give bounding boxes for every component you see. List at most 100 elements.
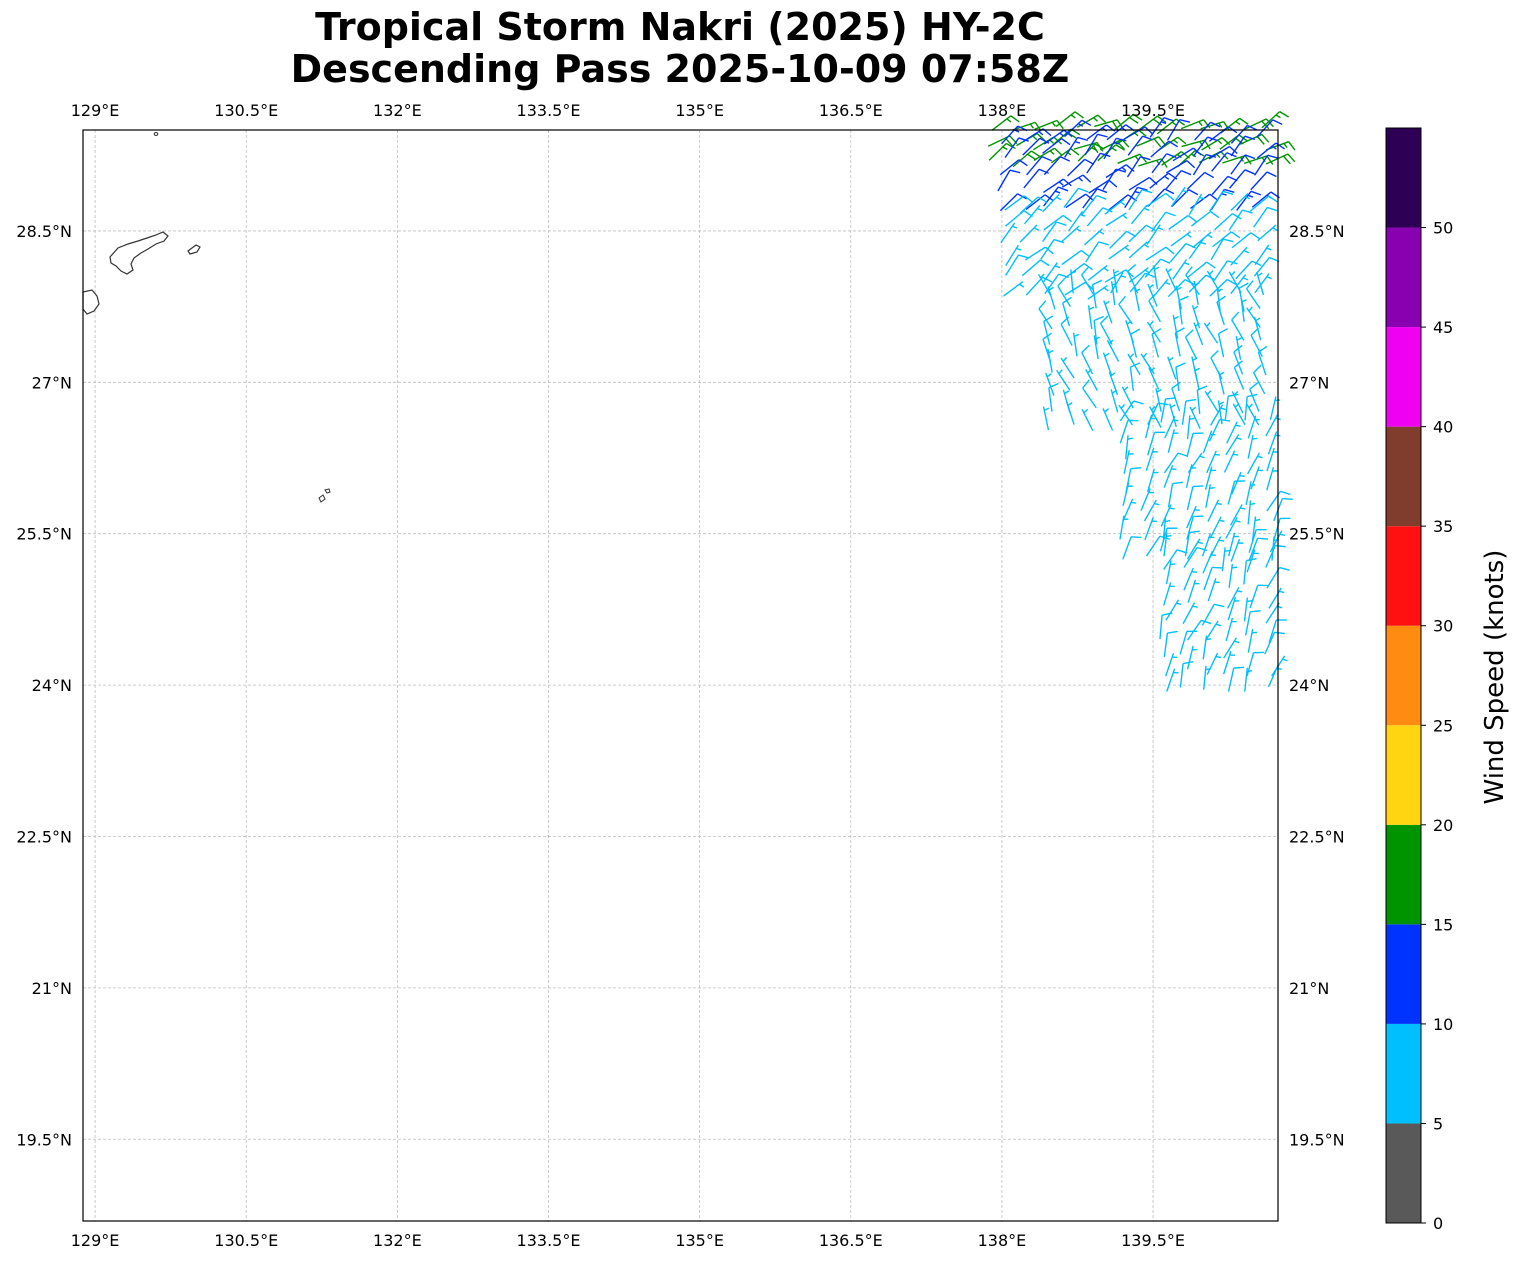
lat-label-left: 21°N: [32, 979, 72, 998]
wind-barb: [1140, 488, 1154, 511]
wind-barb: [1024, 246, 1054, 261]
wind-barb: [1192, 153, 1217, 176]
wind-barb: [1063, 136, 1088, 158]
wind-barb: [1099, 315, 1113, 345]
wind-barb: [1160, 397, 1177, 423]
wind-barb: [1110, 281, 1118, 306]
wind-barb: [1225, 434, 1242, 456]
wind-barb: [1165, 653, 1178, 677]
colorbar-tick-label: 45: [1433, 318, 1453, 337]
wind-barb: [1004, 137, 1029, 159]
wind-barb: [1202, 430, 1216, 454]
wind-barb: [1243, 597, 1253, 622]
wind-barb: [1231, 311, 1245, 341]
wind-barb: [1087, 264, 1109, 281]
wind-barb: [1254, 273, 1272, 294]
wind-barb: [1087, 284, 1109, 300]
lon-label-top: 139.5°E: [1121, 101, 1185, 120]
wind-barb: [1228, 209, 1253, 231]
wind-barb: [1204, 390, 1219, 413]
lon-label-bottom: 129°E: [71, 1231, 120, 1250]
wind-barb: [1188, 238, 1207, 260]
wind-barb: [1225, 517, 1241, 539]
wind-barb: [1190, 210, 1220, 227]
wind-barb: [1081, 194, 1107, 215]
wind-barb: [1268, 587, 1285, 609]
wind-barb: [1196, 385, 1208, 415]
wind-barb: [1185, 266, 1200, 296]
island-kikai: [187, 244, 201, 255]
wind-barb: [1209, 278, 1237, 297]
lat-label-left: 25.5°N: [16, 525, 72, 544]
wind-barb: [1206, 450, 1220, 474]
colorbar-tick-label: 50: [1433, 219, 1453, 238]
island-daito-south: [318, 494, 326, 503]
wind-barb: [997, 169, 1021, 192]
wind-barb: [1105, 212, 1128, 227]
wind-barb: [1084, 228, 1105, 246]
wind-barb: [1246, 403, 1260, 426]
wind-barb: [1163, 630, 1178, 657]
wind-barb: [1248, 528, 1267, 553]
wind-barb: [1256, 271, 1265, 296]
colorbar-bin: [1386, 824, 1421, 925]
wind-barb: [1251, 191, 1280, 208]
wind-barb: [1253, 206, 1278, 228]
wind-barb: [1246, 651, 1264, 676]
lon-label-bottom: 133.5°E: [517, 1231, 581, 1250]
wind-barb: [1163, 464, 1177, 488]
wind-barb: [1245, 481, 1256, 506]
wind-barb: [1256, 119, 1283, 138]
wind-barb: [1004, 195, 1033, 211]
wind-barb: [1032, 136, 1063, 151]
wind-barb: [1272, 517, 1291, 542]
wind-barb: [1232, 403, 1246, 426]
wind-barb: [1056, 369, 1071, 391]
wind-barb: [1128, 176, 1158, 191]
wind-barb: [1187, 579, 1200, 603]
wind-barb: [1202, 635, 1212, 660]
wind-barb: [1094, 119, 1124, 131]
wind-barb: [1222, 651, 1235, 675]
wind-barb: [987, 135, 1018, 147]
wind-barb: [1147, 283, 1158, 307]
wind-barb: [1126, 156, 1151, 178]
wind-barb: [1209, 190, 1234, 212]
wind-barb: [1086, 152, 1111, 174]
wind-barb: [1254, 244, 1272, 266]
wind-barb: [1236, 190, 1262, 211]
wind-barb: [1163, 582, 1175, 606]
wind-barb: [1179, 630, 1198, 655]
lon-label-bottom: 130.5°E: [214, 1231, 278, 1250]
colorbar-bin: [1386, 227, 1421, 328]
wind-barb: [1186, 415, 1195, 440]
wind-barb: [1082, 379, 1097, 409]
wind-barb: [1165, 160, 1196, 174]
wind-barb: [1000, 222, 1018, 244]
wind-barb: [1231, 232, 1260, 249]
lat-label-left: 28.5°N: [16, 222, 72, 241]
wind-barb: [1102, 352, 1113, 376]
wind-barb: [1123, 126, 1154, 140]
wind-barb: [999, 193, 1028, 212]
wind-barb: [1171, 381, 1181, 412]
wind-barb: [1025, 194, 1054, 211]
lon-label-top: 138°E: [978, 101, 1027, 120]
wind-barb: [1146, 468, 1159, 493]
lat-label-left: 19.5°N: [16, 1130, 72, 1149]
wind-barb: [1063, 119, 1092, 138]
wind-barb: [1204, 620, 1222, 642]
wind-barb: [1040, 238, 1065, 260]
wind-barb: [1246, 306, 1261, 328]
wind-barb: [1266, 447, 1279, 472]
wind-barb: [1163, 532, 1172, 557]
wind-barb: [1143, 499, 1160, 522]
wind-barb: [1118, 403, 1133, 426]
wind-barb: [1171, 189, 1199, 208]
gridlines: [83, 130, 1278, 1221]
colorbar: 0 5 10 15 20 25 30 35 40 45 50: [1385, 127, 1453, 1233]
wind-barb: [1208, 418, 1231, 442]
wind-barb: [1097, 144, 1126, 162]
wind-barb: [1206, 652, 1222, 675]
wind-barb: [1214, 213, 1242, 231]
